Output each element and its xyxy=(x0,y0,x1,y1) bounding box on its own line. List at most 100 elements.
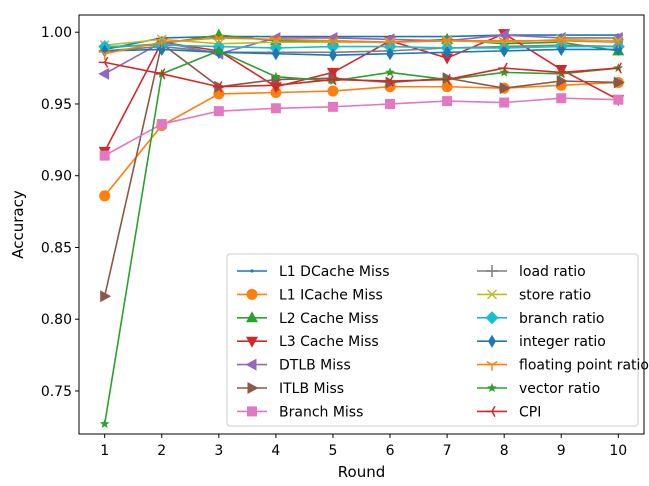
legend-marker xyxy=(246,288,258,300)
data-point-branch-miss xyxy=(270,103,281,114)
data-point-floating-point-ratio xyxy=(156,38,168,49)
legend: L1 DCache Miss L1 ICache Miss L2 Cache Mis… xyxy=(226,253,649,427)
x-tick-label: 9 xyxy=(557,443,566,459)
legend-label: L1 DCache Miss xyxy=(279,264,389,280)
data-point-l3-cache-miss xyxy=(326,67,339,79)
data-point-cpi xyxy=(441,73,451,86)
legend-marker xyxy=(247,382,259,394)
legend-label: Branch Miss xyxy=(279,404,363,420)
legend-entry-branch-miss: Branch Miss xyxy=(237,404,363,420)
series-layer xyxy=(98,28,625,428)
data-point-itlb-miss xyxy=(499,82,511,95)
data-point-branch-miss xyxy=(442,96,453,107)
x-tick-label: 1 xyxy=(100,443,109,459)
legend-marker xyxy=(486,265,498,277)
legend-marker xyxy=(485,311,499,325)
legend-entry-l1-dcache-miss: L1 DCache Miss xyxy=(237,264,389,280)
legend-entry-l1-icache-miss: L1 ICache Miss xyxy=(237,287,383,303)
data-point-store-ratio xyxy=(556,34,567,45)
legend-marker xyxy=(488,334,496,348)
legend-label: store ratio xyxy=(519,287,591,303)
series-line-l1-icache-miss xyxy=(104,81,619,197)
series-line-load-ratio xyxy=(104,44,619,54)
legend-marker xyxy=(486,360,498,371)
series-line-l1-dcache-miss xyxy=(104,34,619,51)
data-point-cpi xyxy=(212,81,223,93)
data-point-vector-ratio xyxy=(499,67,509,77)
legend-marker xyxy=(486,405,496,417)
data-point-dtlb-miss xyxy=(98,67,110,80)
x-axis-title: Round xyxy=(338,463,385,481)
y-tick-label: 0.90 xyxy=(41,169,72,185)
legend-entry-l2-cache-miss: L2 Cache Miss xyxy=(237,311,379,327)
data-point-itlb-miss xyxy=(100,290,112,303)
data-point-integer-ratio xyxy=(557,42,566,56)
y-axis-ticks: 0.75 0.80 0.85 0.90 0.95 1.00 xyxy=(41,25,79,400)
legend-entry-floating-point-ratio: floating point ratio xyxy=(477,358,649,374)
legend-marker xyxy=(486,289,498,300)
data-point-cpi xyxy=(269,79,280,91)
legend-entry-vector-ratio: vector ratio xyxy=(477,381,600,397)
data-point-cpi xyxy=(555,66,565,78)
series-line-branch-ratio xyxy=(104,44,619,49)
data-point-floating-point-ratio xyxy=(384,38,396,49)
series-line-integer-ratio xyxy=(104,48,619,56)
legend-marker xyxy=(246,311,258,323)
legend-label: CPI xyxy=(519,404,541,420)
legend-label: load ratio xyxy=(519,264,586,280)
data-point-l1-icache-miss xyxy=(327,85,339,97)
data-point-floating-point-ratio xyxy=(612,38,624,49)
data-point-floating-point-ratio xyxy=(498,37,510,47)
data-point-cpi xyxy=(612,62,622,74)
series-line-cpi xyxy=(104,61,619,88)
data-point-floating-point-ratio xyxy=(327,37,339,47)
data-point-floating-point-ratio xyxy=(99,50,111,60)
data-point-floating-point-ratio xyxy=(555,37,567,47)
legend-entry-itlb-miss: ITLB Miss xyxy=(237,381,344,397)
data-point-branch-miss xyxy=(99,150,110,161)
x-tick-label: 3 xyxy=(214,443,223,459)
y-tick-label: 1.00 xyxy=(41,25,72,41)
data-point-dtlb-miss xyxy=(497,29,509,42)
data-point-integer-ratio xyxy=(443,45,452,59)
legend-label: floating point ratio xyxy=(519,358,649,374)
legend-entry-integer-ratio: integer ratio xyxy=(477,334,606,350)
data-point-branch-miss xyxy=(213,106,224,117)
series-line-branch-miss xyxy=(104,97,619,157)
plot-frame xyxy=(78,14,645,435)
data-point-integer-ratio xyxy=(500,44,509,58)
x-tick-label: 5 xyxy=(329,443,338,459)
legend-marker xyxy=(246,336,258,348)
data-point-branch-miss xyxy=(385,98,396,109)
series-branch-miss xyxy=(99,93,624,161)
x-tick-label: 6 xyxy=(386,443,395,459)
x-tick-label: 2 xyxy=(157,443,166,459)
legend-marker xyxy=(247,406,257,417)
y-axis-title: Accuracy xyxy=(9,190,27,259)
data-point-integer-ratio xyxy=(386,47,395,61)
legend-marker xyxy=(250,269,254,273)
series-line-dtlb-miss xyxy=(104,34,619,75)
data-point-floating-point-ratio xyxy=(213,34,225,44)
legend-label: L1 ICache Miss xyxy=(279,287,383,303)
data-point-vector-ratio xyxy=(99,418,110,428)
y-tick-label: 0.75 xyxy=(41,384,72,400)
legend-label: L3 Cache Miss xyxy=(279,334,379,350)
legend-label: DTLB Miss xyxy=(279,358,351,374)
data-point-l3-cache-miss xyxy=(441,53,454,65)
data-point-integer-ratio xyxy=(328,48,337,62)
data-point-cpi xyxy=(155,68,166,80)
series-l1-icache-miss xyxy=(99,76,624,202)
data-point-floating-point-ratio xyxy=(270,35,282,46)
y-tick-label: 0.80 xyxy=(41,312,72,328)
x-tick-label: 7 xyxy=(443,443,452,459)
data-point-cpi xyxy=(498,62,508,74)
legend-label: integer ratio xyxy=(519,334,606,350)
data-point-itlb-miss xyxy=(613,76,625,89)
data-point-integer-ratio xyxy=(271,47,280,61)
x-tick-label: 10 xyxy=(609,443,627,459)
legend-label: branch ratio xyxy=(519,311,604,327)
data-point-vector-ratio xyxy=(271,71,281,81)
